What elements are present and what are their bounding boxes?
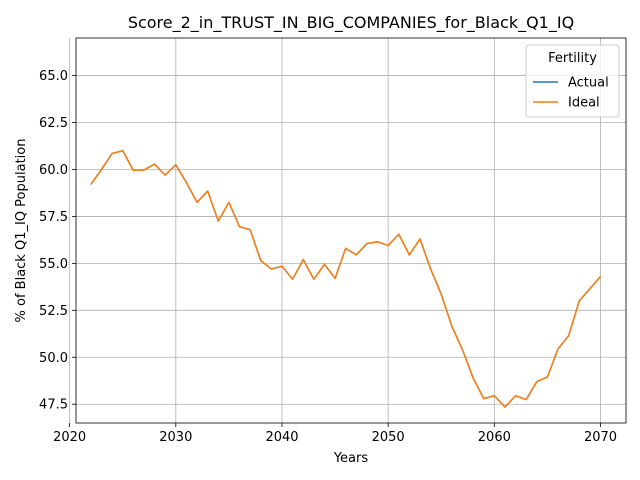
y-tick-label: 50.0 (39, 351, 68, 366)
legend-label-ideal: Ideal (568, 96, 600, 111)
x-tick-label: 2070 (584, 430, 617, 445)
x-tick-label: 2060 (478, 430, 511, 445)
x-tick-label: 2030 (159, 430, 192, 445)
legend: Fertility Actual Ideal (526, 45, 619, 117)
x-tick-label: 2040 (265, 430, 298, 445)
y-tick-label: 65.0 (39, 69, 68, 84)
legend-title: Fertility (548, 51, 597, 66)
y-tick-label: 62.5 (39, 116, 68, 131)
x-axis-title: Years (333, 451, 369, 466)
x-tick-label: 2020 (53, 430, 86, 445)
y-tick-label: 55.0 (39, 257, 68, 272)
y-tick-label: 57.5 (39, 210, 68, 225)
y-axis-title: % of Black Q1_IQ Population (14, 139, 29, 323)
y-tick-label: 60.0 (39, 163, 68, 178)
chart-title: Score_2_in_TRUST_IN_BIG_COMPANIES_for_Bl… (128, 13, 574, 33)
legend-label-actual: Actual (568, 76, 609, 91)
y-tick-label: 52.5 (39, 304, 68, 319)
y-tick-label: 47.5 (39, 398, 68, 413)
x-tick-label: 2050 (372, 430, 405, 445)
